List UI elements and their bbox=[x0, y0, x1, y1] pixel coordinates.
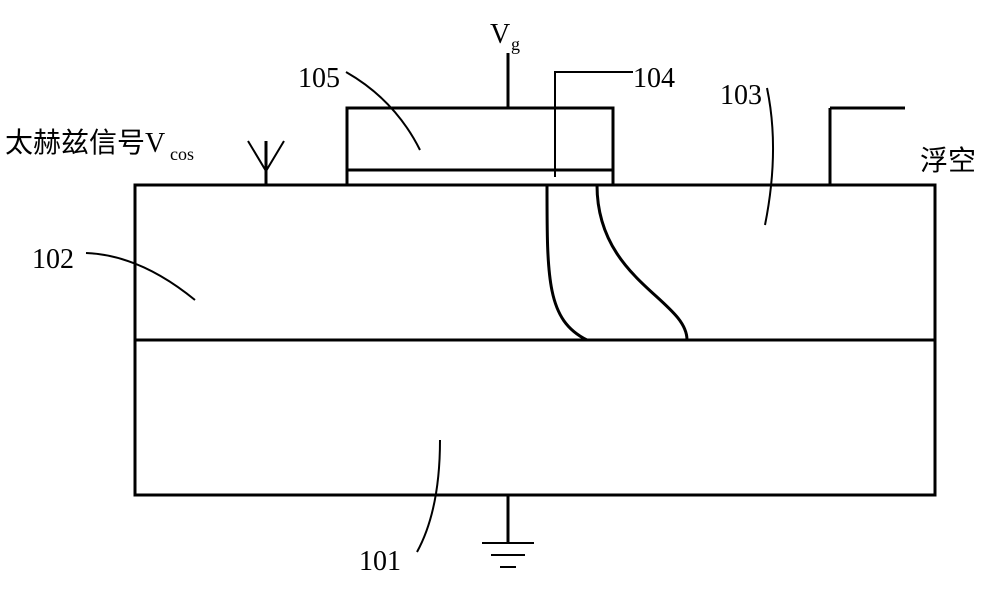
leader-104 bbox=[555, 72, 633, 177]
label-thz-signal-sub: cos bbox=[170, 144, 194, 164]
leader-105 bbox=[346, 72, 420, 150]
diagram-svg: Vg 太赫兹信号Vcos 浮空 101 102 103 104 105 bbox=[0, 0, 1000, 592]
channel-curve-right bbox=[597, 185, 687, 340]
label-102: 102 bbox=[32, 244, 74, 275]
label-101: 101 bbox=[359, 546, 401, 577]
channel-curve-left bbox=[547, 185, 587, 340]
gate-metal bbox=[347, 108, 613, 185]
leader-102 bbox=[86, 253, 195, 300]
label-thz-signal: 太赫兹信号V bbox=[5, 127, 165, 159]
label-vg-sub: g bbox=[511, 34, 520, 54]
leader-103 bbox=[765, 88, 773, 225]
diagram-root: Vg 太赫兹信号Vcos 浮空 101 102 103 104 105 bbox=[0, 0, 1000, 592]
label-vg: V bbox=[490, 19, 510, 50]
label-105: 105 bbox=[298, 63, 340, 94]
label-104: 104 bbox=[633, 63, 675, 94]
label-103: 103 bbox=[720, 80, 762, 111]
label-floating: 浮空 bbox=[920, 145, 976, 177]
